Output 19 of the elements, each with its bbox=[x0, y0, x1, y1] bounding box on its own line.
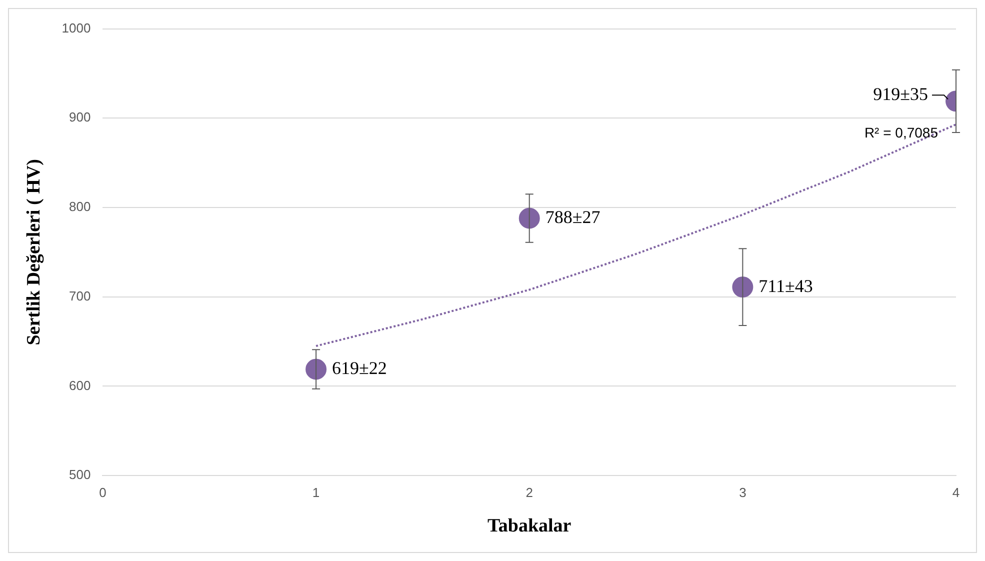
y-tick-label: 600 bbox=[69, 378, 91, 393]
y-tick-label: 900 bbox=[69, 110, 91, 125]
x-tick-label: 2 bbox=[526, 484, 533, 500]
y-tick-label: 1000 bbox=[62, 20, 91, 36]
x-tick-label: 3 bbox=[739, 484, 746, 500]
x-axis-title: Tabakalar bbox=[487, 516, 572, 537]
y-axis-title: Sertlik Değerleri ( HV) bbox=[23, 159, 44, 346]
annotation: R² = 0,7085 bbox=[864, 124, 938, 141]
data-label: 711±43 bbox=[758, 276, 813, 296]
data-label: 619±22 bbox=[332, 358, 387, 378]
data-label: 788±27 bbox=[545, 206, 600, 227]
x-tick-label: 1 bbox=[312, 484, 320, 500]
data-label: 919±35 bbox=[873, 84, 928, 104]
y-tick-label: 700 bbox=[69, 288, 91, 304]
y-tick-label: 500 bbox=[69, 467, 91, 482]
x-tick-label: 0 bbox=[99, 484, 106, 500]
line-series bbox=[315, 123, 956, 348]
x-tick-label: 4 bbox=[952, 484, 960, 500]
y-tick-label: 800 bbox=[69, 199, 91, 214]
